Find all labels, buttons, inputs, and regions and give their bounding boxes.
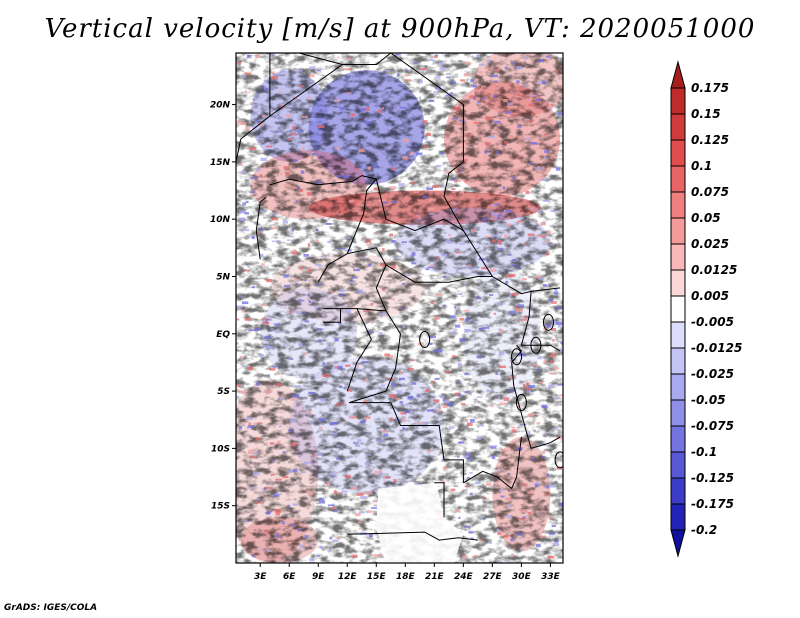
border-line — [323, 308, 387, 312]
border-line — [255, 197, 267, 260]
x-tick-label: 30E — [512, 572, 532, 582]
colorbar-label: -0.125 — [691, 471, 734, 485]
colorbar-segment — [670, 451, 686, 479]
x-tick-label: 33E — [541, 572, 561, 582]
y-tick-label: 10S — [211, 444, 230, 454]
colorbar-label: 0.075 — [691, 185, 729, 199]
lake-outline — [515, 394, 527, 412]
border-line — [434, 482, 445, 518]
colorbar-label: 0.175 — [691, 81, 729, 95]
colorbar-segment — [670, 425, 686, 453]
colorbar-cap-bottom — [670, 529, 686, 558]
border-line — [317, 213, 365, 283]
y-tick-label: 15N — [210, 158, 231, 168]
y-tick-label: 20N — [210, 101, 231, 111]
colorbar-label: -0.1 — [691, 445, 717, 459]
colorbar-segment — [670, 217, 686, 245]
colorbar-label: -0.005 — [691, 315, 734, 329]
colorbar-segment — [670, 295, 686, 323]
x-tick-label: 9E — [312, 572, 325, 582]
colorbar-label: 0.025 — [691, 237, 729, 251]
border-line — [463, 436, 522, 490]
lake-outline — [419, 331, 431, 349]
x-axis: 3E 6E 9E 12E 15E 18E 21E 24E 27E 30E 33E — [254, 563, 561, 582]
y-tick-label: 10N — [210, 215, 231, 225]
border-line — [520, 291, 532, 346]
y-axis: 20N 15N 10N 5N EQ 5S 10S 15S — [210, 101, 236, 512]
colorbar-segment — [670, 373, 686, 401]
colorbar-segment — [670, 399, 686, 427]
colorbar-segment — [670, 269, 686, 297]
colorbar-label: 0.1 — [691, 159, 712, 173]
colorbar-label: -0.175 — [691, 497, 734, 511]
border-line — [269, 175, 378, 214]
x-tick-label: 24E — [454, 572, 474, 582]
y-tick-label: 5N — [216, 272, 230, 282]
colorbar-label: 0.05 — [691, 211, 721, 225]
lake-outline — [511, 348, 523, 366]
colorbar-label: 0.005 — [691, 289, 729, 303]
colorbar-cap-top — [670, 60, 686, 89]
map-frame — [235, 52, 564, 564]
border-line — [346, 308, 372, 392]
x-tick-label: 6E — [283, 572, 296, 582]
border-line — [385, 264, 561, 295]
x-tick-label: 12E — [338, 572, 358, 582]
x-tick-label: 3E — [254, 572, 267, 582]
y-tick-label: 5S — [217, 387, 230, 397]
vertical-velocity-field — [236, 53, 563, 563]
border-line — [349, 310, 402, 404]
country-borders — [236, 53, 563, 541]
y-tick-label: EQ — [216, 330, 230, 340]
border-line — [443, 161, 493, 277]
x-tick-label: 27E — [483, 572, 503, 582]
border-line — [349, 402, 464, 483]
colorbar: 0.175 0.15 0.125 0.1 0.075 0.05 0.025 0.0125 0.0… — [670, 60, 742, 558]
border-line — [511, 344, 561, 450]
colorbar-segment — [670, 87, 686, 115]
colorbar-label: 0.125 — [691, 133, 729, 147]
chart-title: Vertical velocity [m/s] at 900hPa, VT: 2… — [44, 14, 756, 44]
colorbar-segment — [670, 139, 686, 167]
border-line — [236, 53, 271, 163]
colorbar-segment — [670, 477, 686, 505]
colorbar-label: -0.075 — [691, 419, 734, 433]
colorbar-segment — [670, 165, 686, 193]
x-tick-label: 18E — [396, 572, 416, 582]
colorbar-label: 0.0125 — [691, 263, 737, 277]
colorbar-segment — [670, 191, 686, 219]
lake-outline — [530, 336, 542, 354]
colorbar-segment — [670, 321, 686, 349]
grads-credit: GrADS: IGES/COLA — [4, 603, 98, 613]
colorbar-label: 0.15 — [691, 107, 721, 121]
x-tick-label: 21E — [425, 572, 445, 582]
colorbar-segment — [670, 243, 686, 271]
lake-outline — [554, 451, 563, 469]
border-line — [298, 53, 392, 65]
colorbar-segment — [670, 503, 686, 531]
border-line — [347, 531, 478, 541]
lake-outline — [542, 313, 554, 331]
y-tick-label: 15S — [211, 502, 230, 512]
colorbar-segment — [670, 113, 686, 141]
colorbar-label: -0.025 — [691, 367, 734, 381]
colorbar-segment — [670, 347, 686, 375]
colorbar-label: -0.05 — [691, 393, 726, 407]
colorbar-label: -0.0125 — [691, 341, 742, 355]
border-line — [323, 308, 341, 323]
x-tick-label: 15E — [367, 572, 387, 582]
border-line — [269, 64, 343, 117]
colorbar-label: -0.2 — [691, 523, 717, 537]
border-line — [390, 53, 464, 162]
border-line — [375, 178, 464, 232]
